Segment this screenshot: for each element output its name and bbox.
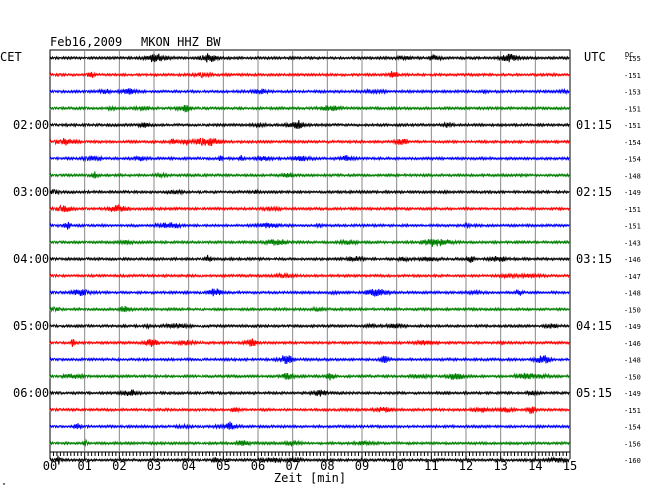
left-time-axis: 02:00 03:00 04:00 05:00 06:00 <box>13 118 49 400</box>
dc-offset-value: -146 <box>624 340 641 348</box>
dc-offset-value: -150 <box>624 306 641 314</box>
dc-offset-value: -147 <box>624 273 641 281</box>
dc-offset-value: -154 <box>624 156 641 164</box>
trace-row-15 <box>49 305 570 313</box>
trace-row-1 <box>49 71 570 79</box>
dc-offset-column: -155 -151 -153 -151 -151 -154 -154 -148 -149 -151… <box>624 55 641 465</box>
dc-offset-value: -151 <box>624 122 641 130</box>
trace-row-23 <box>49 438 570 447</box>
right-time-axis: 01:15 02:15 03:15 04:15 05:15 <box>576 118 612 400</box>
left-time-label: 03:00 <box>13 185 49 199</box>
dc-offset-value: -154 <box>624 139 641 147</box>
trace-row-21 <box>49 406 570 414</box>
x-tick-label: 00 <box>43 459 57 473</box>
x-axis: 00 01 02 03 04 05 06 07 08 09 10 11 12 13 14 15 <box>43 452 577 473</box>
dc-offset-value: -149 <box>624 189 641 197</box>
x-tick-label: 12 <box>459 459 473 473</box>
dc-offset-value: -143 <box>624 239 641 247</box>
plot-grid <box>49 49 571 453</box>
dc-offset-value: -151 <box>624 206 641 214</box>
trace-row-2 <box>49 87 570 96</box>
dc-offset-value: -148 <box>624 357 641 365</box>
trace-row-9 <box>49 204 570 213</box>
left-time-label: 02:00 <box>13 118 49 132</box>
trace-row-8 <box>49 188 570 196</box>
dc-offset-value: -149 <box>624 323 641 331</box>
x-tick-label: 07 <box>285 459 299 473</box>
dc-offset-value: -146 <box>624 256 641 264</box>
x-tick-label: 09 <box>355 459 369 473</box>
left-timezone-label: CET <box>0 50 22 64</box>
dc-offset-value: -148 <box>624 290 641 298</box>
right-timezone-label: UTC <box>584 50 606 64</box>
right-time-label: 01:15 <box>576 118 612 132</box>
x-tick-label: 15 <box>563 459 577 473</box>
trace-row-7 <box>49 171 570 180</box>
dc-offset-value: -149 <box>624 390 641 398</box>
x-tick-label: 13 <box>493 459 507 473</box>
x-tick-label: 14 <box>528 459 542 473</box>
x-axis-title: Zeit [min] <box>274 471 346 485</box>
dc-offset-value: -160 <box>624 457 641 465</box>
left-time-label: 05:00 <box>13 319 49 333</box>
trace-row-12 <box>49 254 570 263</box>
left-time-label: 06:00 <box>13 386 49 400</box>
dc-offset-value: -156 <box>624 440 641 448</box>
x-tick-label: 08 <box>320 459 334 473</box>
x-tick-label: 05 <box>216 459 230 473</box>
dc-offset-value: -151 <box>624 72 641 80</box>
trace-row-0 <box>49 53 570 63</box>
trace-row-5 <box>49 137 570 147</box>
dc-offset-value: -153 <box>624 89 641 97</box>
right-time-label: 03:15 <box>576 252 612 266</box>
dc-offset-value: -151 <box>624 407 641 415</box>
right-time-label: 04:15 <box>576 319 612 333</box>
right-time-label: 02:15 <box>576 185 612 199</box>
trace-row-6 <box>49 154 570 163</box>
trace-row-11 <box>49 238 570 247</box>
trace-row-3 <box>49 104 570 113</box>
trace-row-4 <box>49 120 570 129</box>
x-tick-label: 10 <box>389 459 403 473</box>
plot-date: Feb16,2009 <box>50 35 122 49</box>
trace-row-17 <box>49 338 570 348</box>
seismic-traces <box>49 53 570 465</box>
dc-offset-value: -151 <box>624 223 641 231</box>
dc-offset-value: -154 <box>624 424 641 432</box>
corner-mark: " <box>2 482 6 490</box>
left-time-label: 04:00 <box>13 252 49 266</box>
trace-row-20 <box>49 389 570 397</box>
dc-offset-value: -155 <box>624 55 641 63</box>
x-tick-label: 03 <box>147 459 161 473</box>
right-time-label: 05:15 <box>576 386 612 400</box>
plot-station: MKON HHZ BW <box>141 35 221 49</box>
dc-offset-value: -148 <box>624 172 641 180</box>
trace-row-13 <box>49 271 570 280</box>
dc-header-label: DC <box>625 51 633 59</box>
trace-row-14 <box>49 288 570 297</box>
trace-row-16 <box>49 322 570 330</box>
x-tick-label: 01 <box>77 459 91 473</box>
trace-row-10 <box>49 221 570 230</box>
x-tick-label: 02 <box>112 459 126 473</box>
trace-row-18 <box>49 355 570 365</box>
dc-offset-value: -151 <box>624 105 641 113</box>
dc-offset-value: -150 <box>624 373 641 381</box>
x-tick-label: 04 <box>181 459 195 473</box>
x-tick-label: 06 <box>251 459 265 473</box>
x-tick-label: 11 <box>424 459 438 473</box>
trace-row-24 <box>49 455 570 465</box>
trace-row-19 <box>49 372 570 381</box>
trace-row-22 <box>49 421 570 431</box>
